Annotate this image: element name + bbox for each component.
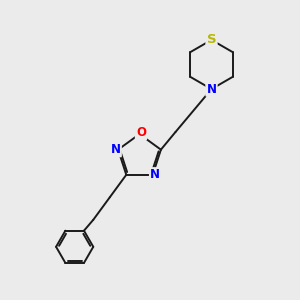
Text: N: N (111, 143, 121, 156)
Text: N: N (206, 82, 217, 96)
Text: O: O (136, 126, 146, 139)
Text: N: N (150, 168, 160, 181)
Text: S: S (207, 33, 216, 46)
